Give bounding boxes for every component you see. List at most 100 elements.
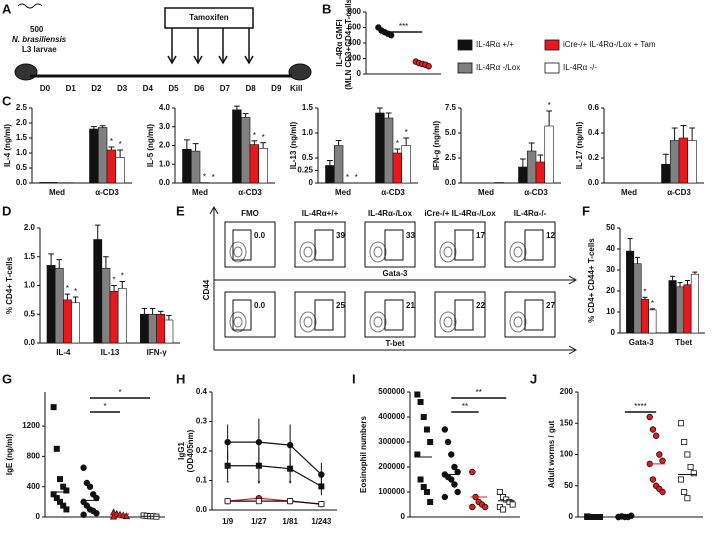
bar: [661, 163, 671, 184]
data-point: [423, 426, 430, 433]
data-point: [684, 451, 691, 458]
y-tick-label: 2.0: [16, 118, 28, 127]
significance: *: [262, 133, 265, 142]
data-point: [444, 438, 452, 446]
flow-gate: [232, 299, 252, 331]
significance: *: [203, 173, 206, 182]
y-tick-label: 600: [348, 23, 362, 32]
dose: 500: [30, 25, 44, 34]
bar: [89, 128, 99, 184]
data-point: [318, 501, 325, 508]
data-point: [287, 498, 294, 505]
significance: *: [212, 173, 215, 182]
y-tick-label: 400: [27, 482, 41, 491]
bar: [648, 309, 657, 334]
bar: [39, 182, 49, 184]
bar: [164, 319, 174, 344]
y-tick-label: 50: [606, 223, 615, 232]
y-tick-label: 800: [348, 7, 362, 16]
x-tick-label: Med: [335, 188, 351, 197]
bar: [249, 144, 260, 184]
data-point: [656, 451, 663, 458]
x-tick-label: α-CD3: [524, 188, 548, 197]
data-point: [60, 483, 67, 490]
bar: [683, 284, 692, 334]
data-point: [677, 476, 684, 483]
flow-contour: [439, 311, 457, 333]
legend-label: IL-4Rα -/Lox: [476, 63, 520, 72]
data-point: [687, 463, 694, 470]
data-point: [53, 445, 60, 452]
data-point: [423, 488, 430, 495]
data-point: [50, 404, 57, 411]
y-tick-label: 20: [606, 286, 615, 295]
y-tick-label: 1.5: [16, 133, 28, 142]
significance: *: [226, 479, 229, 488]
y-tick-label: 0.25: [297, 166, 313, 175]
data-point: [286, 441, 294, 449]
data-point: [414, 391, 421, 398]
data-point: [122, 512, 131, 520]
significance: *: [289, 479, 292, 488]
data-point: [646, 413, 653, 421]
flow-contour: [439, 241, 457, 263]
flow-column-label: FMO: [241, 209, 259, 218]
day-label: D2: [91, 84, 102, 93]
bar: [109, 290, 119, 344]
bar: [678, 137, 689, 184]
y-tick-label: 0.0: [445, 178, 457, 187]
data-point: [659, 457, 666, 464]
y-tick-label: 0.5: [302, 153, 314, 162]
y-tick-label: 200000: [378, 462, 405, 471]
y-tick-label: 1.0: [159, 159, 171, 168]
flow-contour: [229, 241, 247, 263]
flow-contour: [299, 241, 317, 263]
flow-contour: [373, 246, 383, 258]
x-tick-label: IFN-γ: [147, 348, 168, 357]
y-tick-label: 10: [606, 307, 615, 316]
bar: [54, 267, 64, 344]
y-tick-label: 0.2: [588, 153, 600, 162]
data-point: [500, 506, 507, 513]
data-point: [496, 488, 503, 495]
y-tick-label: 7.5: [445, 103, 457, 112]
y-axis-label: IL-13 (ng/ml): [289, 121, 298, 169]
significance: *: [548, 101, 551, 110]
significance: *: [396, 139, 399, 148]
data-point: [224, 462, 231, 469]
legend-swatch: [544, 62, 560, 74]
day-label: D7: [220, 84, 231, 93]
y-tick-label: 400000: [378, 412, 405, 421]
y-tick-label: 200: [560, 387, 574, 396]
y-axis-label: Adult worms / gut: [547, 420, 556, 488]
data-point: [451, 463, 458, 471]
data-point: [63, 506, 70, 513]
significance: *: [113, 276, 116, 285]
panel-label: F: [582, 203, 590, 218]
treatment: Tamoxifen: [189, 13, 229, 22]
y-tick-label: 800: [27, 452, 41, 461]
series-line: [227, 441, 322, 476]
bar: [117, 288, 127, 344]
y-axis-label: IL-5 (ng/ml): [146, 124, 155, 167]
y-tick-label: 30: [606, 265, 615, 274]
y-axis-label: IL-4Rα GMFI: [335, 19, 344, 66]
bar: [182, 148, 192, 184]
data-point: [454, 488, 461, 496]
bar: [115, 157, 125, 184]
y-tick-label: 0.5: [16, 163, 28, 172]
data-point: [417, 398, 424, 405]
bar: [518, 166, 528, 184]
y-tick-label: 2.5: [445, 153, 457, 162]
flow-percentage: 0.0: [254, 301, 266, 310]
x-tick-label: IL-4: [56, 348, 71, 357]
flow-percentage: 27: [546, 301, 555, 310]
bar: [325, 165, 335, 184]
bar: [71, 302, 80, 344]
x-tick-label: Med: [478, 188, 494, 197]
x-tick-label: 1/9: [222, 517, 234, 526]
significance: *: [346, 173, 349, 182]
significance: *: [110, 137, 113, 146]
bar: [190, 150, 201, 184]
y-tick-label: 0.2: [196, 446, 208, 455]
